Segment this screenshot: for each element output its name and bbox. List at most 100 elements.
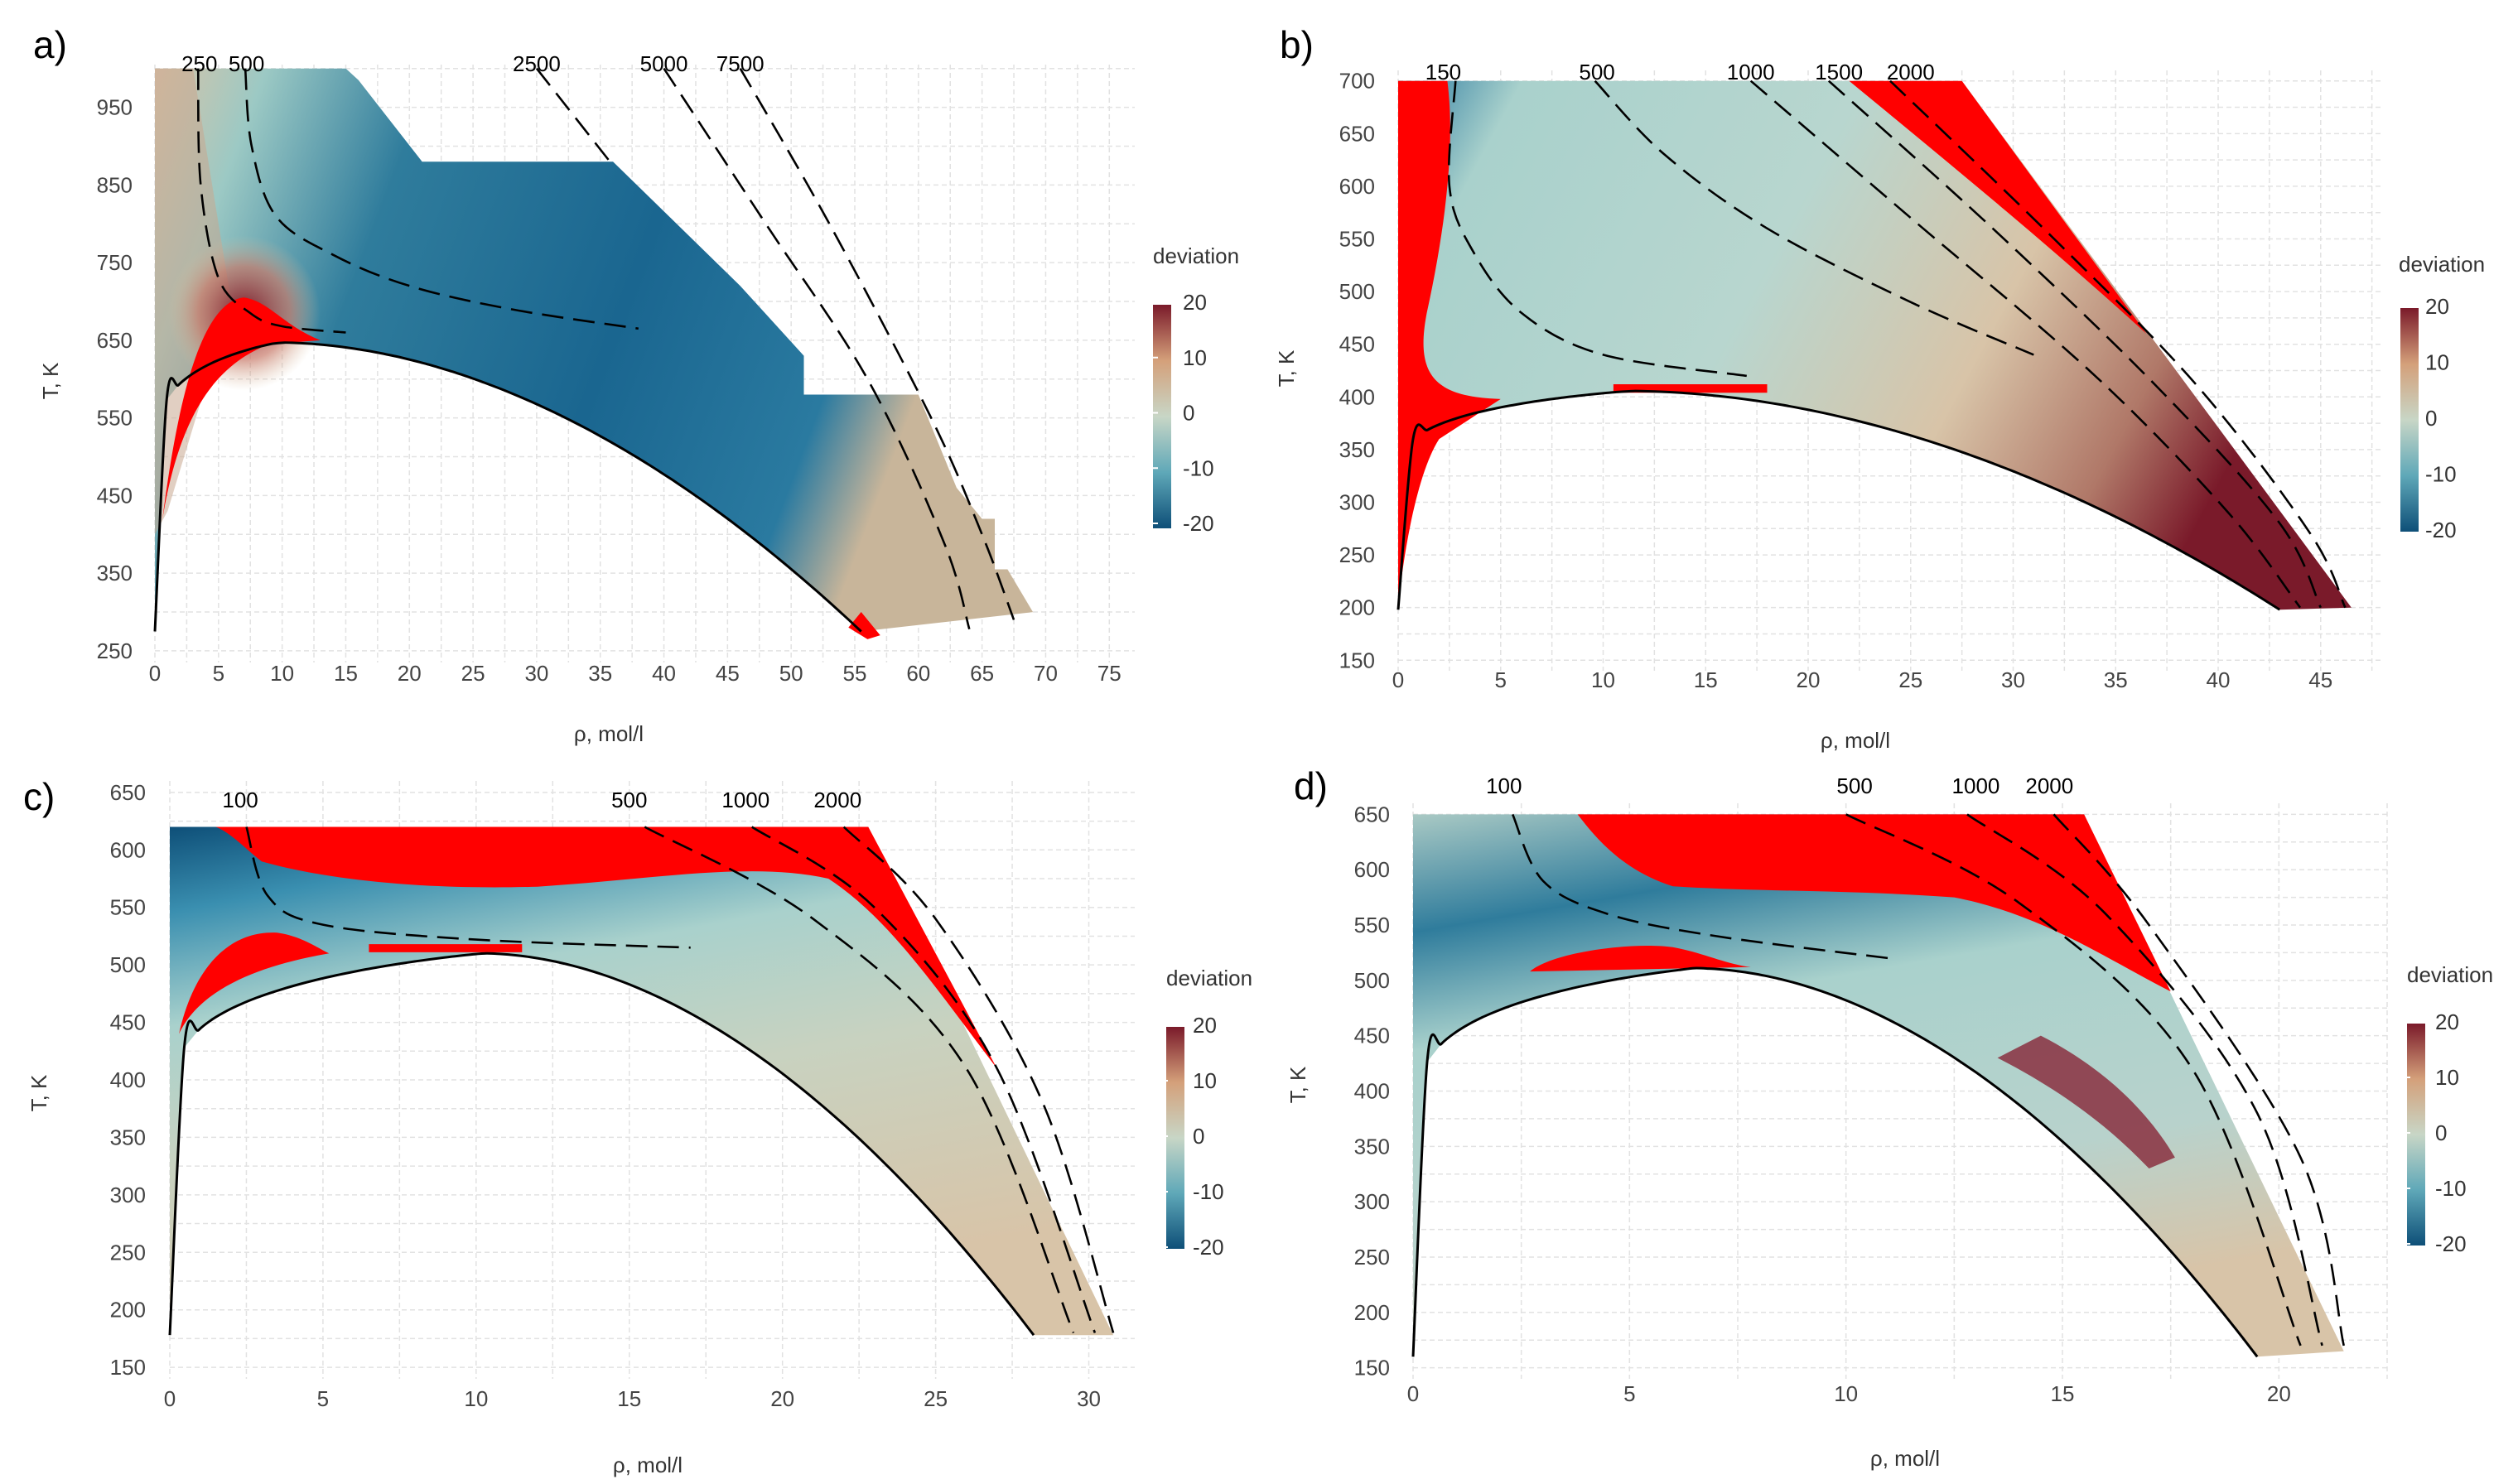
x-ticks-c: 0 5 10 15 20 25 30: [164, 1386, 1101, 1411]
isobar-label: 250: [181, 51, 217, 76]
y-tick-label: 500: [1339, 279, 1375, 304]
x-tick-label: 50: [779, 661, 803, 686]
legend-tick-label: 20: [2435, 1009, 2459, 1034]
x-tick-label: 25: [461, 661, 485, 686]
x-tick-label: 30: [524, 661, 548, 686]
isobar-label: 100: [222, 788, 258, 812]
x-tick-label: 10: [1591, 667, 1615, 692]
x-axis-label-a: ρ, mol/l: [574, 721, 644, 746]
isobar-label: 500: [611, 788, 647, 812]
isobar-line: [644, 826, 1075, 1333]
extreme-deviation-region-c-critical: [369, 944, 523, 952]
heatmap-c: [170, 826, 1114, 1336]
x-tick-label: 15: [1694, 667, 1718, 692]
x-tick-label: 20: [1797, 667, 1821, 692]
y-tick-label: 450: [1354, 1024, 1390, 1048]
legend-tick-label: 20: [1193, 1013, 1217, 1038]
y-axis-label-c: T, K: [27, 1074, 51, 1111]
isobar-line: [739, 68, 1015, 620]
saturation-curve-b: [1396, 389, 2281, 611]
x-tick-label: 45: [2308, 667, 2332, 692]
y-tick-label: 350: [1339, 437, 1375, 462]
legend-tick-label: -10: [1193, 1179, 1224, 1204]
x-tick-label: 0: [1392, 667, 1404, 692]
x-tick-label: 60: [906, 661, 930, 686]
y-tick-label: 150: [1339, 648, 1375, 672]
x-tick-label: 15: [617, 1386, 641, 1411]
extreme-deviation-region-d-top: [1577, 814, 2171, 992]
y-tick-label: 400: [1354, 1079, 1390, 1104]
y-tick-label: 350: [97, 561, 133, 585]
heatmap-d: [1413, 814, 2344, 1357]
y-axis-label-a: T, K: [38, 362, 63, 399]
y-tick-label: 550: [110, 895, 146, 920]
isobar-label: 2000: [1887, 60, 1935, 84]
y-ticks-a: 250 350 450 550 650 750 850 950: [97, 95, 133, 663]
x-tick-label: 25: [1898, 667, 1922, 692]
isobar-label: 7500: [716, 51, 765, 76]
legend-tick-label: -20: [1193, 1235, 1224, 1260]
y-tick-label: 650: [110, 780, 146, 805]
legend-tick-label: -20: [2435, 1231, 2467, 1256]
panel-a: a) 250 500 2500 5000 7500 0 5 10 15 20 25 30 35 40 45…: [33, 23, 1239, 746]
x-tick-label: 0: [1407, 1381, 1419, 1406]
y-ticks-c: 150 200 250 300 350 400 450 500 550 600 650: [110, 780, 146, 1380]
isobar-line: [1447, 80, 1747, 378]
x-tick-label: 30: [1077, 1386, 1101, 1411]
panel-label-a: a): [33, 23, 67, 66]
isobar-label: 1500: [1815, 60, 1863, 84]
isobar-line: [245, 826, 691, 949]
x-tick-label: 5: [1495, 667, 1507, 692]
x-axis-label-d: ρ, mol/l: [1870, 1446, 1940, 1471]
y-tick-label: 600: [110, 837, 146, 862]
legend-colorbar-b: [2400, 308, 2419, 532]
x-tick-label: 5: [317, 1386, 329, 1411]
panel-d: d) 100 500 1000 2000 0 5 10 15 20 1502002503003…: [1286, 764, 2493, 1471]
saturation-curve-c: [168, 952, 1035, 1337]
saturation-curve-a: [153, 341, 862, 633]
isobar-line: [663, 67, 971, 630]
isobar-line: [535, 67, 615, 166]
isobar-line: [1749, 80, 2302, 609]
y-tick-label: 450: [110, 1010, 146, 1035]
y-tick-label: 500: [110, 952, 146, 977]
y-tick-label: 350: [1354, 1134, 1390, 1159]
x-tick-label: 10: [1834, 1381, 1858, 1406]
x-tick-label: 5: [1623, 1381, 1635, 1406]
x-tick-label: 15: [2051, 1381, 2075, 1406]
x-tick-label: 0: [164, 1386, 176, 1411]
isobars-c: 100 500 1000 2000: [222, 788, 1115, 1333]
extreme-deviation-region-b-vapor: [1398, 80, 1501, 608]
isobar-line: [1845, 813, 2302, 1347]
isobar-line: [1827, 80, 2322, 609]
legend-c: deviation 20 10 0 -10 -20: [1163, 966, 1252, 1260]
extreme-deviation-region-c-top: [215, 826, 997, 1069]
legend-colorbar-a: [1153, 305, 1171, 528]
isobars-b: 150 500 1000 1500 2000: [1425, 60, 2347, 609]
y-tick-label: 450: [97, 483, 133, 508]
x-tick-label: 35: [2104, 667, 2128, 692]
legend-tick-label: 20: [2425, 294, 2449, 319]
isobar-label: 2000: [813, 788, 861, 812]
isobar-line: [1594, 80, 2034, 356]
y-tick-label: 750: [97, 250, 133, 275]
y-ticks-b: 150 200 250 300 350 400 450 500 550 600 650 700: [1339, 69, 1375, 673]
y-ticks-d: 150 200 250 300 350 400 450 500 550 600 650: [1354, 802, 1390, 1380]
legend-tick-label: 10: [2435, 1065, 2459, 1090]
heatmap-a: [155, 68, 1034, 648]
y-tick-label: 200: [1339, 595, 1375, 620]
legend-colorbar-d: [2407, 1024, 2425, 1246]
isobar-line: [196, 68, 346, 334]
legend-tick-label: 10: [2425, 350, 2449, 375]
legend-tick-label: 10: [1193, 1068, 1217, 1093]
y-tick-label: 550: [97, 406, 133, 431]
panel-label-c: c): [23, 775, 55, 818]
x-tick-label: 40: [652, 661, 676, 686]
legend-ticks-d: 20 10 0 -10 -20: [2405, 1009, 2467, 1256]
legend-ticks-a: 20 10 0 -10 -20: [1153, 290, 1214, 536]
x-tick-label: 20: [2267, 1381, 2291, 1406]
x-ticks-b: 0 5 10 15 20 25 30 35 40 45: [1392, 667, 2332, 692]
legend-title-a: deviation: [1153, 243, 1239, 268]
x-tick-label: 5: [213, 661, 224, 686]
